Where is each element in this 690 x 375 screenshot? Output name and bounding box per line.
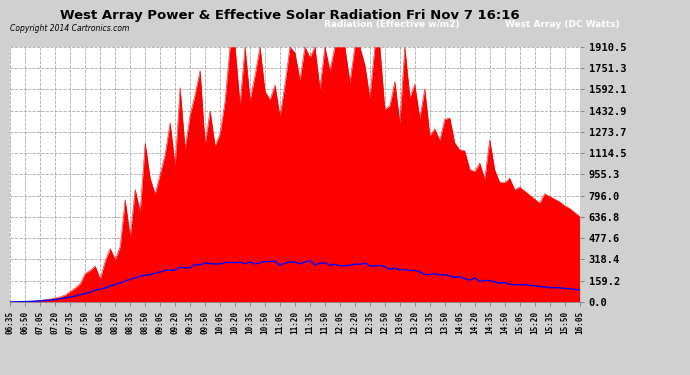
Text: West Array Power & Effective Solar Radiation Fri Nov 7 16:16: West Array Power & Effective Solar Radia…	[60, 9, 520, 22]
Text: Radiation (Effective w/m2): Radiation (Effective w/m2)	[324, 20, 460, 29]
Text: Copyright 2014 Cartronics.com: Copyright 2014 Cartronics.com	[10, 24, 130, 33]
Text: West Array (DC Watts): West Array (DC Watts)	[505, 20, 620, 29]
